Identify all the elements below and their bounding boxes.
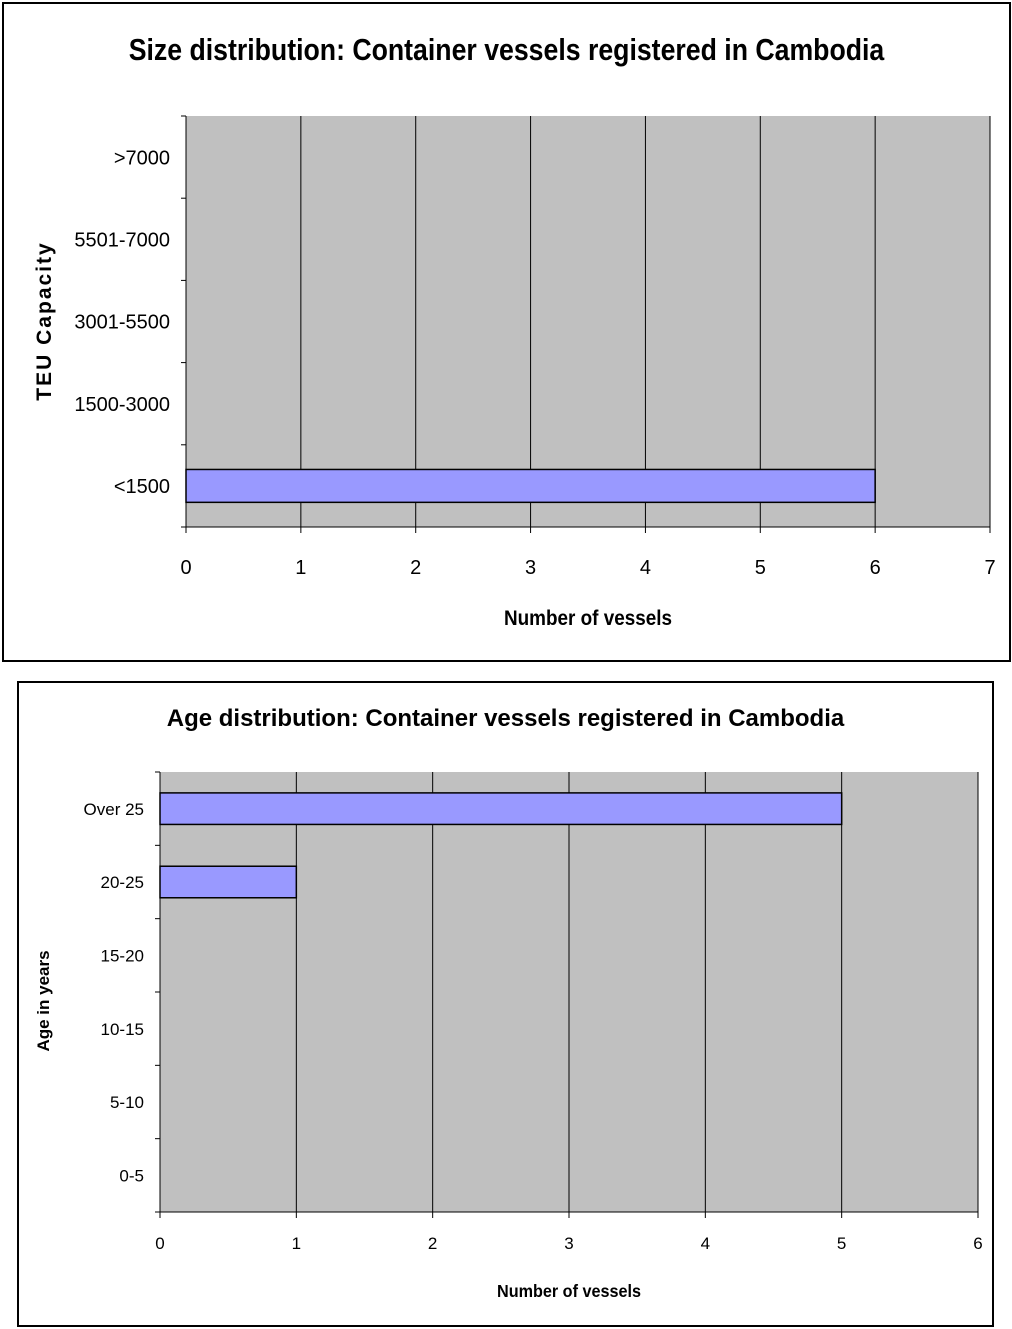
x-tick-label: 7 — [984, 557, 995, 579]
x-tick-label: 4 — [640, 557, 651, 579]
y-tick-label: 20-25 — [101, 873, 144, 892]
x-tick-label: 3 — [564, 1234, 573, 1253]
x-tick-label: 2 — [428, 1234, 437, 1253]
y-axis-label: Age in years — [34, 950, 53, 1051]
y-tick-label: 10-15 — [101, 1020, 144, 1039]
y-axis-label: TEU Capacity — [33, 241, 56, 400]
chart-title: Size distribution: Container vessels reg… — [128, 32, 885, 67]
x-tick-label: 0 — [155, 1234, 164, 1253]
x-tick-label: 6 — [973, 1234, 982, 1253]
bar — [159, 792, 843, 826]
x-tick-label: 4 — [701, 1234, 710, 1253]
x-axis-label: Number of vessels — [504, 607, 672, 630]
size-distribution-chart: Size distribution: Container vessels reg… — [2, 2, 1011, 662]
plot-area — [186, 116, 990, 527]
age-distribution-chart: Age distribution: Container vessels regi… — [17, 681, 994, 1327]
chart-title: Age distribution: Container vessels regi… — [166, 705, 845, 732]
y-tick-label: <1500 — [114, 476, 170, 498]
x-tick-label: 1 — [292, 1234, 301, 1253]
size-chart-plot: 0 1 2 3 4 5 6 7 <1500 1500-3000 3001-5500 5501-7000… — [33, 115, 996, 630]
x-tick-label: 2 — [410, 557, 421, 579]
x-tick-label: 0 — [180, 557, 191, 579]
y-tick-label: 1500-3000 — [74, 394, 170, 416]
y-tick-label: 5501-7000 — [74, 230, 170, 252]
y-tick-label: 15-20 — [101, 946, 144, 965]
x-tick-label: 6 — [870, 557, 881, 579]
x-tick-label: 1 — [295, 557, 306, 579]
y-tick-label: Over 25 — [84, 800, 144, 819]
x-axis-label: Number of vessels — [497, 1281, 641, 1301]
y-tick-label: 0-5 — [119, 1166, 144, 1185]
y-tick-label: 3001-5500 — [74, 312, 170, 334]
y-tick-label: 5-10 — [110, 1093, 144, 1112]
x-tick-label: 3 — [525, 557, 536, 579]
bar — [185, 468, 876, 504]
x-tick-label: 5 — [755, 557, 766, 579]
y-tick-label: >7000 — [114, 147, 170, 169]
x-tick-label: 5 — [837, 1234, 846, 1253]
bar — [159, 865, 298, 899]
age-chart-plot: 0 1 2 3 4 5 6 0-5 5-10 10-15 15-20 20-25 Over 25 Numb… — [34, 771, 983, 1301]
